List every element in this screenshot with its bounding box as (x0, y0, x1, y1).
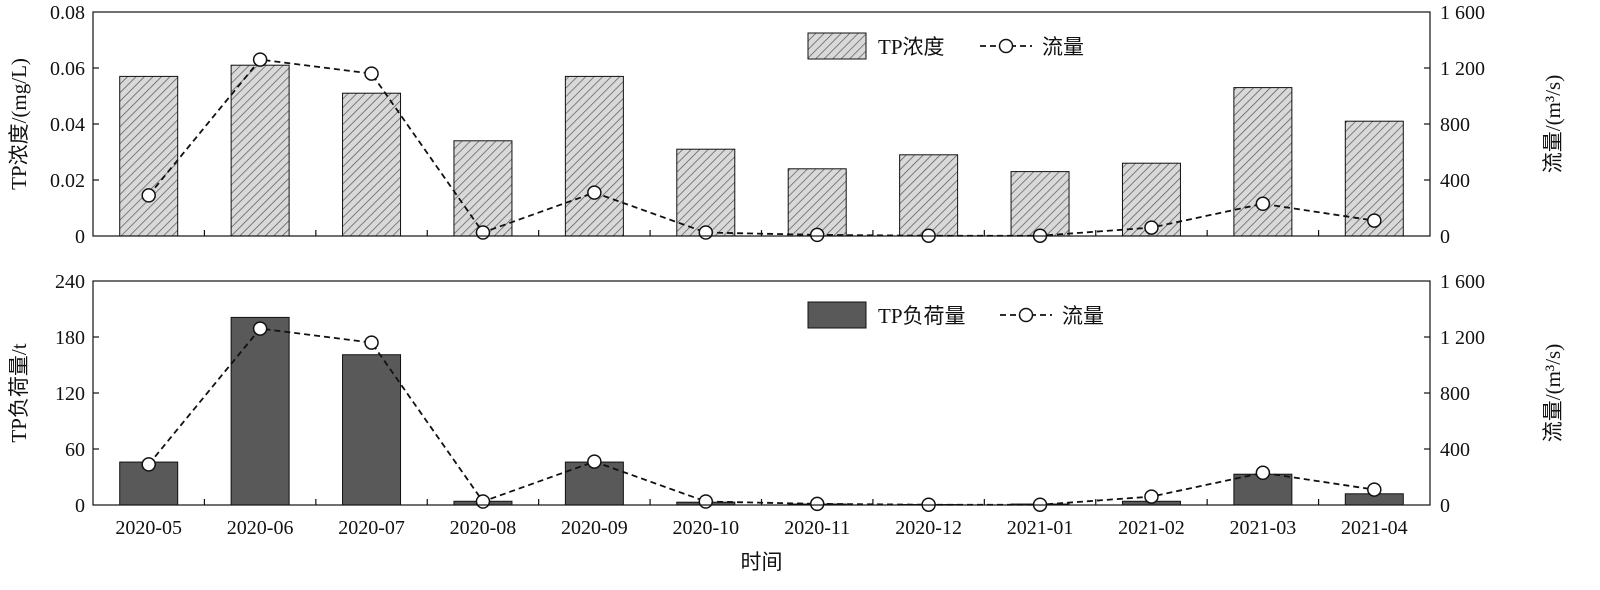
y-tick-label: 0.08 (50, 2, 85, 24)
x-tick-label: 2021-04 (1341, 517, 1408, 539)
legend-bar-label: TP浓度 (878, 35, 945, 59)
x-tick-label: 2020-07 (338, 517, 405, 539)
y-tick-label: 180 (55, 327, 85, 349)
x-axis-title: 时间 (741, 550, 783, 574)
flow-point-2020-11 (809, 227, 825, 243)
x-tick-label: 2020-11 (784, 517, 850, 539)
bar-2020-07 (342, 92, 402, 237)
y-tick-label: 0.06 (50, 58, 85, 80)
flow-point-2020-05 (141, 188, 156, 203)
y2-axis-title: 流量/(m³/s) (1541, 344, 1565, 442)
concentration-panel: 0 0.02 0.04 0.06 0.08 0 400 800 1 200 1 600 TP浓度/(… (7, 2, 1565, 248)
flow-point-2020-09 (587, 185, 602, 200)
y2-tick-label: 400 (1440, 170, 1470, 192)
y2-tick-label: 1 200 (1440, 327, 1485, 349)
legend-line-marker (998, 38, 1014, 54)
flow-point-2021-04 (1367, 213, 1382, 228)
bar-2020-12 (899, 154, 959, 237)
x-tick-label: 2021-01 (1007, 517, 1074, 539)
flow-point-2020-07 (364, 66, 379, 81)
plot-frame (92, 11, 1431, 237)
legend-bar-label: TP负荷量 (878, 304, 966, 328)
x-tick-label: 2020-10 (672, 517, 739, 539)
y2-tick-label: 0 (1440, 226, 1450, 248)
y2-tick-label: 400 (1440, 439, 1470, 461)
flow-point-2020-05 (141, 457, 156, 472)
y-axis-title: TP负荷量/t (7, 343, 31, 442)
y2-axis-title: 流量/(m³/s) (1541, 75, 1565, 173)
legend-line-label: 流量 (1042, 35, 1084, 59)
x-tick-label: 2021-03 (1230, 517, 1297, 539)
bar-2020-07 (342, 354, 402, 506)
y2-tick-label: 1 600 (1440, 271, 1485, 293)
bar-2021-03 (1233, 87, 1293, 237)
y-tick-label: 0 (75, 226, 85, 248)
flow-point-2021-02 (1144, 489, 1159, 504)
legend-bar-swatch (807, 32, 867, 60)
x-tick-label: 2020-08 (450, 517, 517, 539)
y2-tick-label: 0 (1440, 495, 1450, 517)
bar-2020-11 (787, 168, 847, 237)
flow-line (148, 58, 1375, 237)
y-tick-label: 240 (55, 271, 85, 293)
bar-2021-01 (1010, 171, 1070, 237)
flow-point-2021-04 (1367, 482, 1382, 497)
legend-line-label: 流量 (1062, 304, 1104, 328)
flow-point-2020-06 (252, 321, 268, 336)
x-tick-label: 2020-06 (227, 517, 294, 539)
legend-bar-swatch (807, 301, 867, 329)
bar-2020-06 (230, 64, 290, 237)
x-tick-label: 2020-09 (561, 517, 628, 539)
y-tick-label: 60 (65, 439, 85, 461)
flow-point-2020-08 (475, 494, 491, 509)
bar-2020-06 (230, 316, 290, 506)
y-tick-label: 0.02 (50, 170, 85, 192)
flow-point-2020-06 (252, 52, 268, 67)
bar-2020-10 (676, 148, 736, 237)
y-tick-label: 0.04 (50, 114, 85, 136)
x-tick-label: 2020-05 (115, 517, 182, 539)
flow-point-2021-03 (1255, 196, 1271, 212)
bar-2020-09 (564, 75, 624, 237)
flow-point-2021-02 (1144, 220, 1159, 235)
flow-line (148, 327, 1375, 506)
flow-point-2020-10 (698, 225, 714, 240)
x-tick-label: 2020-12 (895, 517, 962, 539)
flow-point-2020-10 (698, 494, 714, 509)
bar-2020-08 (453, 140, 513, 237)
y2-tick-label: 800 (1440, 383, 1470, 405)
load-panel: 0 60 120 180 240 0 400 800 1 200 1 600 TP负荷量/t 流量/(… (7, 271, 1565, 574)
legend-line-marker (1018, 307, 1034, 323)
bar-2020-05 (119, 75, 179, 237)
y2-tick-label: 1 600 (1440, 2, 1485, 24)
y2-tick-label: 800 (1440, 114, 1470, 136)
y2-tick-label: 1 200 (1440, 58, 1485, 80)
y-tick-label: 120 (55, 383, 85, 405)
plot-frame (92, 280, 1431, 506)
y-axis-title: TP浓度/(mg/L) (7, 58, 31, 190)
flow-point-2020-11 (809, 496, 825, 512)
flow-point-2020-08 (475, 225, 491, 240)
flow-point-2021-03 (1255, 465, 1271, 481)
flow-point-2020-07 (364, 335, 379, 350)
x-tick-label: 2021-02 (1118, 517, 1185, 539)
y-tick-label: 0 (75, 495, 85, 517)
flow-point-2020-09 (587, 454, 602, 469)
